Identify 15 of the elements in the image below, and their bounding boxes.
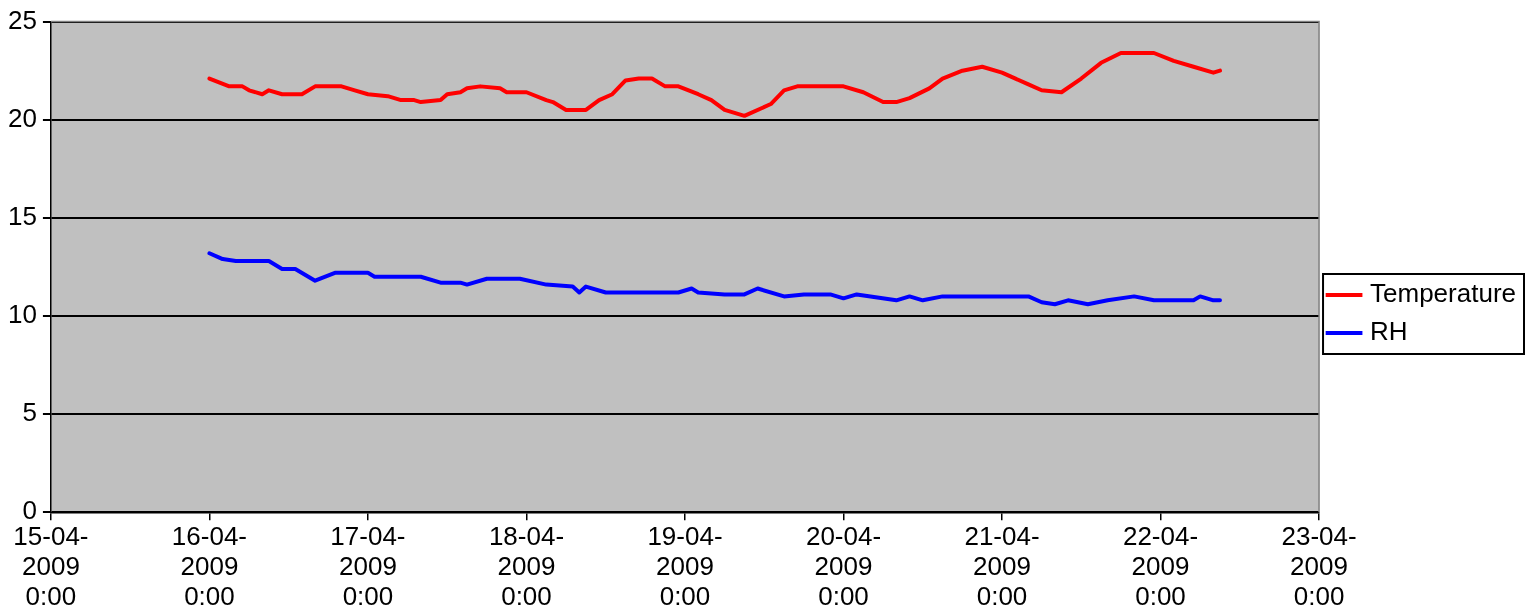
y-tick-label: 10 bbox=[8, 299, 37, 330]
x-tick-label: 18-04-2009 0:00 bbox=[488, 521, 565, 612]
x-tick-label: 21-04-2009 0:00 bbox=[964, 521, 1040, 612]
legend-label: Temperature bbox=[1370, 278, 1517, 309]
x-tick-label: 16-04-2009 0:00 bbox=[171, 521, 248, 612]
x-tick-label: 17-04-2009 0:00 bbox=[330, 521, 406, 612]
x-tick-label: 22-04-2009 0:00 bbox=[1122, 521, 1199, 612]
legend-label: RH bbox=[1370, 316, 1408, 347]
y-tick-label: 15 bbox=[8, 201, 37, 232]
x-tick-label: 20-04-2009 0:00 bbox=[805, 521, 882, 612]
y-tick-label: 5 bbox=[22, 397, 37, 428]
y-tick-label: 25 bbox=[8, 4, 37, 35]
x-tick-label: 19-04-2009 0:00 bbox=[647, 521, 723, 612]
x-tick-label: 23-04-2009 0:00 bbox=[1281, 521, 1357, 612]
y-tick-label: 20 bbox=[8, 102, 37, 133]
